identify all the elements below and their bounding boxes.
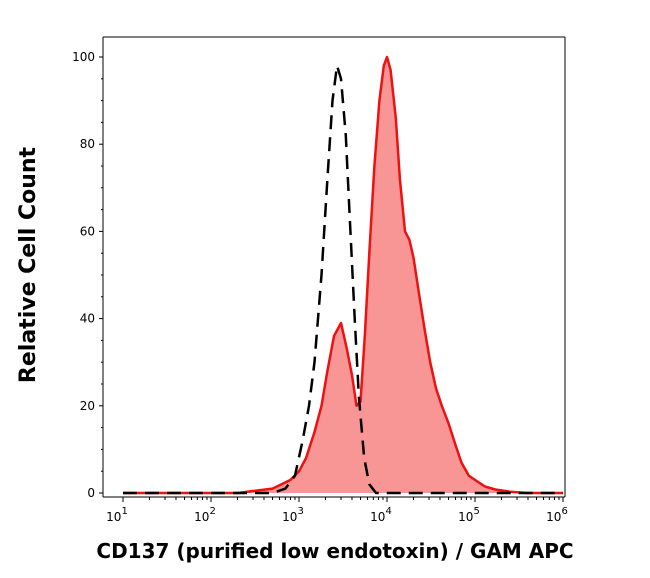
y-tick-label: 40 [80, 312, 95, 326]
y-tick-label: 100 [72, 50, 95, 64]
y-tick-label: 0 [87, 486, 95, 500]
filled-histogram-outline [123, 55, 563, 495]
y-tick-label: 80 [80, 137, 95, 151]
dashed-histogram-line [123, 65, 563, 495]
x-tick-label: 102 [194, 506, 216, 524]
x-tick-label: 104 [370, 506, 392, 524]
y-axis-title: Relative Cell Count [16, 146, 41, 383]
plot-frame [102, 36, 566, 498]
x-tick-label: 103 [282, 506, 304, 524]
ticks-layer: 0 20 40 60 80 100 101 102 103 104 105 106 [72, 50, 568, 524]
x-tick-label: 101 [106, 506, 128, 524]
y-tick-label: 60 [80, 224, 95, 238]
x-tick-label: 106 [546, 506, 568, 524]
filled-histogram-area [123, 57, 563, 493]
x-axis-title: CD137 (purified low endotoxin) / GAM APC [96, 539, 573, 563]
y-tick-label: 20 [80, 399, 95, 413]
x-tick-label: 105 [458, 506, 480, 524]
series-layer [123, 55, 563, 495]
